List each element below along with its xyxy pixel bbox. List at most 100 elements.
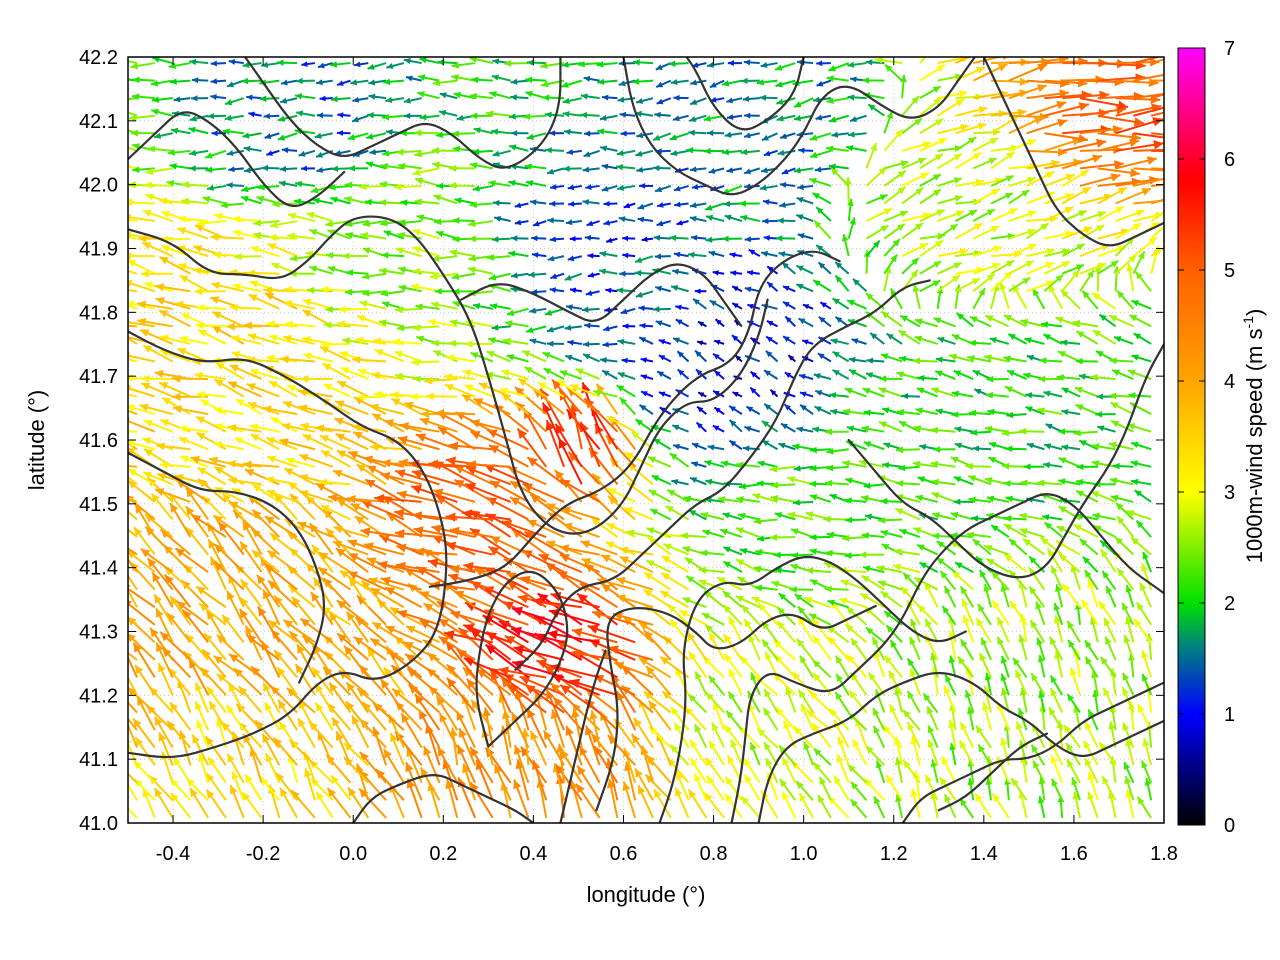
wind-arrow-head <box>577 765 586 776</box>
wind-arrow <box>941 756 957 784</box>
wind-arrow-head <box>646 666 655 676</box>
wind-arrow <box>1049 687 1064 713</box>
wind-arrow <box>345 681 370 714</box>
wind-arrow-head <box>1108 721 1116 730</box>
wind-arrow-head <box>446 677 457 688</box>
wind-arrow <box>687 788 708 819</box>
wind-arrow <box>159 631 192 661</box>
wind-arrow-shaft <box>128 807 138 819</box>
wind-arrow <box>158 732 174 766</box>
wind-arrow <box>134 736 156 766</box>
wind-arrow-head <box>852 738 860 748</box>
wind-arrow-head <box>348 787 357 797</box>
wind-arrow-head <box>1083 740 1091 749</box>
wind-arrow <box>549 682 583 714</box>
wind-arrow <box>704 757 725 784</box>
wind-arrow <box>436 746 459 784</box>
wind-arrow-head <box>1085 721 1092 731</box>
wind-arrow <box>559 749 583 784</box>
wind-arrow-head <box>1015 669 1022 679</box>
wind-arrow <box>992 793 1010 819</box>
wind-arrow-head <box>671 707 679 716</box>
wind-arrow-head <box>1050 675 1058 684</box>
wind-arrow <box>1140 760 1153 784</box>
wind-arrow-head <box>930 652 937 661</box>
wind-arrow-head <box>875 760 883 769</box>
wind-arrow-head <box>245 625 254 636</box>
wind-arrow-head <box>462 763 471 774</box>
wind-arrow <box>228 653 263 679</box>
wind-arrow-head <box>511 712 520 722</box>
wind-arrow <box>648 726 672 749</box>
wind-arrow-head <box>466 678 476 689</box>
wind-arrow-head <box>903 709 911 718</box>
wind-arrow-head <box>1122 672 1130 681</box>
wind-arrow <box>206 685 227 714</box>
wind-arrow-head <box>675 787 683 797</box>
wind-arrow <box>469 746 494 784</box>
wind-arrow <box>724 776 743 801</box>
wind-arrow <box>419 766 441 801</box>
wind-arrow-head <box>445 779 454 790</box>
wind-arrow-head <box>268 784 276 794</box>
wind-arrow <box>730 739 743 766</box>
wind-arrow-head <box>1031 673 1039 682</box>
wind-arrow-head <box>812 723 820 732</box>
wind-arrow-head <box>195 682 203 692</box>
wind-arrow-head <box>829 708 838 717</box>
wind-arrow-head <box>401 713 410 724</box>
wind-arrow <box>834 691 850 714</box>
wind-arrow-head <box>695 671 702 680</box>
wind-arrow <box>778 744 797 766</box>
wind-arrow-head <box>837 736 845 746</box>
wind-arrow <box>743 773 761 801</box>
wind-arrow <box>622 781 637 819</box>
wind-arrow-head <box>903 760 911 769</box>
wind-arrow-head <box>959 740 967 749</box>
wind-arrow <box>727 691 743 714</box>
wind-arrow-head <box>894 687 902 696</box>
wind-arrow-head <box>763 707 771 717</box>
wind-arrow <box>670 706 690 731</box>
wind-arrow <box>927 724 939 749</box>
wind-arrow-head <box>730 739 738 748</box>
wind-arrow <box>244 773 263 801</box>
wind-arrow-head <box>295 664 304 674</box>
wind-arrow <box>128 701 138 714</box>
wind-arrow-head <box>653 789 662 799</box>
wind-arrow <box>882 724 903 749</box>
wind-arrow-head <box>1011 778 1019 787</box>
wind-arrow <box>128 772 138 784</box>
wind-arrow-head <box>471 699 480 710</box>
wind-arrow-head <box>622 781 631 792</box>
wind-arrow-head <box>560 684 571 695</box>
wind-arrow <box>153 787 174 819</box>
wind-arrow-head <box>553 697 563 708</box>
wind-arrow-head <box>645 774 655 784</box>
wind-arrow <box>584 698 619 731</box>
wind-arrow-head <box>1127 701 1136 710</box>
wind-arrow-head <box>979 653 987 662</box>
wind-arrow-head <box>724 724 732 734</box>
wind-arrow <box>132 718 156 749</box>
wind-arrow <box>797 689 814 714</box>
wind-arrow-head <box>865 746 874 754</box>
wind-arrow <box>550 709 565 748</box>
wind-arrow <box>423 745 441 784</box>
wind-arrow <box>1012 657 1028 679</box>
wind-arrow <box>1125 789 1135 819</box>
wind-arrow <box>834 655 850 678</box>
wind-arrow <box>191 734 210 766</box>
wind-arrow-head <box>117 560 125 569</box>
wind-arrow <box>645 665 672 696</box>
wind-arrow-head <box>533 691 543 702</box>
wind-arrow <box>1054 650 1064 678</box>
wind-arrow-head <box>982 702 990 711</box>
wind-arrow-head <box>335 731 344 741</box>
wind-arrow <box>1141 673 1153 696</box>
wind-arrow <box>1037 654 1046 678</box>
wind-arrow-head <box>1137 704 1145 713</box>
wind-arrow-head <box>231 771 239 781</box>
wind-arrow <box>773 654 797 679</box>
wind-arrow-head <box>649 726 658 735</box>
